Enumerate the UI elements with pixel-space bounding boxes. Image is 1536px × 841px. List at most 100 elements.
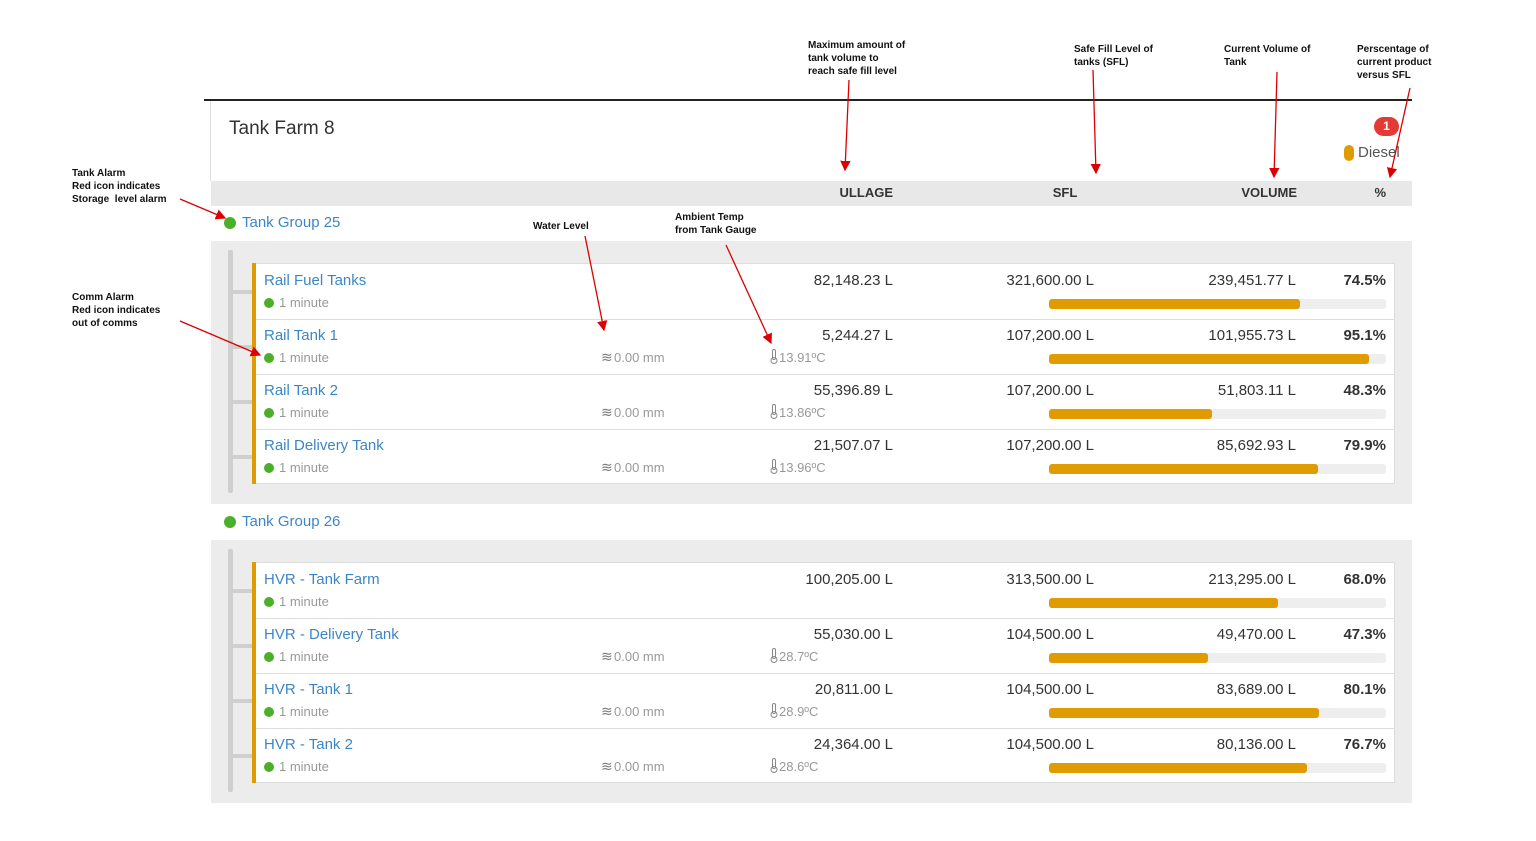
status-text: 1 minute [279, 704, 329, 719]
percent: 76.7% [1343, 736, 1386, 753]
sfl: 107,200.00 L [1006, 327, 1094, 344]
temperature: 28.7ºC [779, 649, 819, 664]
tank-box-accent [252, 562, 256, 783]
tank-box-accent [252, 263, 256, 484]
column-header: % [1374, 185, 1386, 200]
tree-branch [228, 400, 252, 404]
sfl: 107,200.00 L [1006, 437, 1094, 454]
sfl: 104,500.00 L [1006, 736, 1094, 753]
panel-left-border [210, 101, 211, 181]
fill-bar [1049, 763, 1308, 773]
annotation-line: tank volume to [808, 53, 879, 64]
status-dot [264, 652, 274, 662]
status-text: 1 minute [279, 649, 329, 664]
fill-bar [1049, 598, 1279, 608]
row-divider [256, 374, 1394, 375]
product-swatch [1344, 145, 1354, 161]
annotation-line: Storage level alarm [72, 194, 167, 205]
group-name[interactable]: Tank Group 26 [242, 513, 341, 530]
fill-bar [1049, 464, 1319, 474]
column-header: VOLUME [1241, 185, 1297, 200]
volume: 101,955.73 L [1208, 327, 1296, 344]
annotation-line: Maximum amount of [808, 40, 906, 51]
annotation-line: reach safe fill level [808, 66, 897, 77]
annotation: Ambient Temp from Tank Gauge [675, 211, 757, 237]
status-dot [264, 707, 274, 717]
tank-name[interactable]: Rail Tank 1 [264, 327, 338, 344]
temp-icon [770, 703, 778, 718]
tree-line [228, 549, 233, 792]
tank-name[interactable]: Rail Delivery Tank [264, 437, 384, 454]
tank-name[interactable]: Rail Tank 2 [264, 382, 338, 399]
water-level: 0.00 mm [614, 649, 665, 664]
ullage: 55,030.00 L [813, 626, 893, 643]
temp-icon [770, 758, 778, 773]
tank-name[interactable]: HVR - Delivery Tank [264, 626, 399, 643]
status-dot [264, 353, 274, 363]
annotation: Water Level [533, 220, 589, 233]
tree-branch [228, 455, 252, 459]
thermometer [770, 758, 778, 773]
annotation-line: Current Volume of [1224, 44, 1311, 55]
ullage: 100,205.00 L [805, 571, 893, 588]
ullage: 82,148.23 L [813, 272, 893, 289]
temperature: 28.6ºC [779, 759, 819, 774]
sfl: 104,500.00 L [1006, 626, 1094, 643]
tank-name[interactable]: HVR - Tank Farm [264, 571, 380, 588]
status-text: 1 minute [279, 295, 329, 310]
water-icon: ≋ [601, 703, 613, 719]
ullage: 20,811.00 L [814, 681, 893, 698]
group-name[interactable]: Tank Group 25 [242, 214, 341, 231]
water-level: 0.00 mm [614, 759, 665, 774]
sfl: 321,600.00 L [1006, 272, 1094, 289]
row-divider [256, 618, 1394, 619]
water-icon: ≋ [601, 758, 613, 774]
volume: 51,803.11 L [1217, 382, 1296, 399]
annotation-line: Red icon indicates [72, 181, 161, 192]
annotation-line: from Tank Gauge [675, 225, 757, 236]
thermometer [770, 404, 778, 419]
row-divider [256, 429, 1394, 430]
status-text: 1 minute [279, 460, 329, 475]
water-icon: ≋ [601, 349, 613, 365]
panel-top-border [204, 99, 1412, 101]
fill-bar [1049, 354, 1370, 364]
arrow [1269, 71, 1280, 179]
sfl: 313,500.00 L [1006, 571, 1094, 588]
annotation-line: out of comms [72, 318, 138, 329]
percent: 80.1% [1343, 681, 1386, 698]
thermometer [770, 703, 778, 718]
fill-track [1049, 653, 1386, 663]
water-level: 0.00 mm [614, 704, 665, 719]
tree-branch [228, 290, 252, 294]
annotation-line: Ambient Temp [675, 212, 744, 223]
annotation-line: Comm Alarm [72, 292, 134, 303]
column-header: ULLAGE [839, 185, 893, 200]
status-dot [264, 762, 274, 772]
arrow [1090, 69, 1101, 175]
fill-track [1049, 409, 1386, 419]
annotation-line: Red icon indicates [72, 305, 161, 316]
annotation-line: Tank [1224, 57, 1247, 68]
annotation: Current Volume of Tank [1224, 43, 1310, 69]
tank-name[interactable]: HVR - Tank 2 [264, 736, 353, 753]
water-icon: ≋ [601, 404, 613, 420]
tree-branch [228, 754, 252, 758]
arrow [840, 79, 851, 172]
water-level: 0.00 mm [614, 405, 665, 420]
water-level: 0.00 mm [614, 350, 665, 365]
tank-name[interactable]: HVR - Tank 1 [264, 681, 353, 698]
annotation: Safe Fill Level of tanks (SFL) [1074, 43, 1153, 69]
fill-bar [1049, 708, 1319, 718]
temperature: 13.91ºC [779, 350, 826, 365]
percent: 47.3% [1343, 626, 1386, 643]
temp-icon [770, 404, 778, 419]
water-icon: ≋ [601, 648, 613, 664]
ullage: 24,364.00 L [813, 736, 893, 753]
tank-name[interactable]: Rail Fuel Tanks [264, 272, 367, 289]
volume: 83,689.00 L [1216, 681, 1296, 698]
tree-branch [228, 699, 252, 703]
tree-line [228, 250, 233, 493]
status-dot [264, 298, 274, 308]
